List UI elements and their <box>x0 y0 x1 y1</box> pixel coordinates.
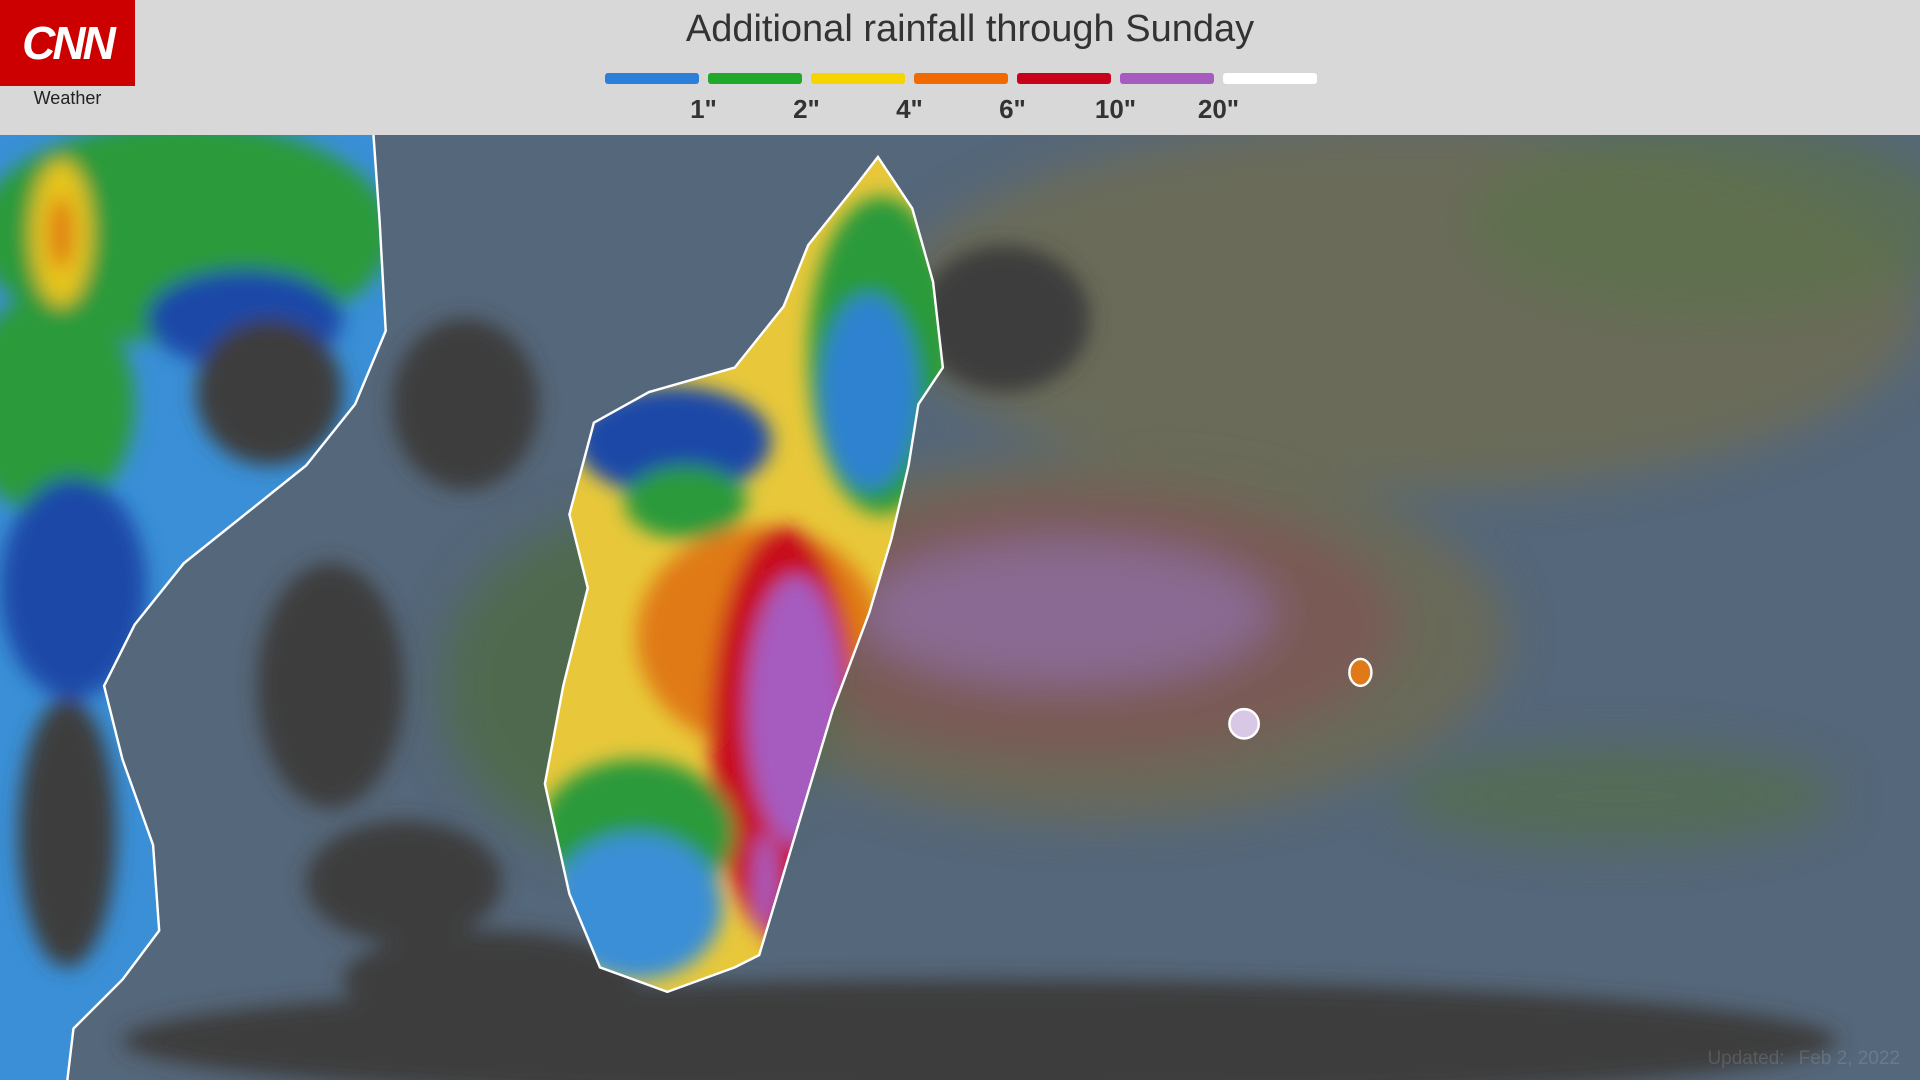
legend-label: 4" <box>896 94 923 124</box>
legend-swatch <box>708 73 802 84</box>
legend-label: 1" <box>690 94 717 124</box>
legend: 1" 2" 4" 6" 10" 20" <box>605 73 1317 124</box>
legend-swatch <box>914 73 1008 84</box>
madagascar-coast <box>543 154 945 994</box>
title: Additional rainfall through Sunday <box>685 8 1255 50</box>
legend-swatch <box>605 73 699 84</box>
legend-swatch <box>1223 73 1317 84</box>
legend-label: 20" <box>1198 94 1239 124</box>
legend-label: 10" <box>1095 94 1136 124</box>
logo-subtitle: Weather <box>33 88 102 108</box>
reunion <box>1228 707 1260 740</box>
legend-label: 2" <box>793 94 820 124</box>
updated-label: Updated: <box>1707 1048 1785 1069</box>
mauritius <box>1348 657 1373 688</box>
header: CNN Weather Additional rainfall through … <box>0 0 1920 135</box>
footer: Updated: Feb 2, 2022 <box>1693 1048 1900 1070</box>
legend-swatch <box>1120 73 1214 84</box>
legend-swatch <box>811 73 905 84</box>
updated-date: Feb 2, 2022 <box>1798 1048 1900 1069</box>
rainfall-map <box>0 135 1920 1080</box>
logo: CNN <box>0 0 135 86</box>
no-data-areas <box>122 245 1837 1080</box>
legend-swatch <box>1017 73 1111 84</box>
legend-label: 6" <box>999 94 1026 124</box>
africa-coast <box>66 135 387 1080</box>
